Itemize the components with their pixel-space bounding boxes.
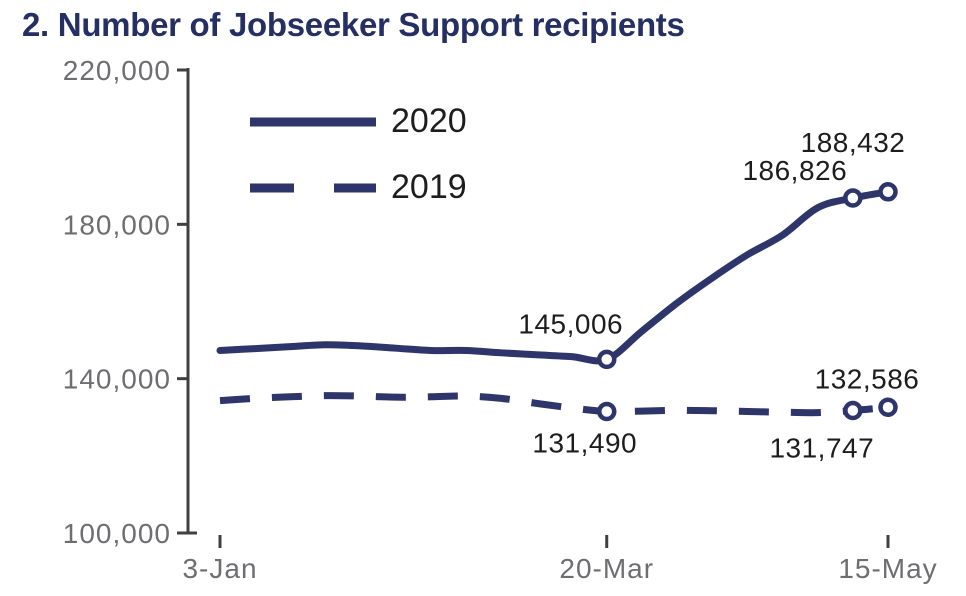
x-tick-label: 20-Mar — [559, 553, 654, 584]
legend-label-2020: 2020 — [391, 102, 467, 140]
data-label: 131,747 — [769, 433, 874, 464]
x-tick-label: 15-May — [838, 553, 937, 584]
data-point-marker-2019-15-May — [878, 397, 898, 418]
data-point-marker-2019-8-May — [843, 400, 863, 421]
chart-title: 2. Number of Jobseeker Support recipient… — [22, 6, 685, 43]
data-label: 188,432 — [801, 127, 906, 158]
data-label: 186,826 — [742, 155, 847, 186]
data-point-marker-2019-20-Mar — [596, 401, 617, 422]
y-tick-label: 140,000 — [63, 364, 171, 395]
data-label: 131,490 — [532, 428, 637, 459]
legend-label-2019: 2019 — [391, 168, 467, 206]
series-line-2019 — [219, 392, 889, 417]
data-point-marker-2020-15-May — [878, 182, 898, 202]
dashed-line-swatch-icon — [250, 183, 376, 192]
legend-item-2019: 2019 — [248, 167, 467, 208]
y-tick-label: 180,000 — [63, 209, 171, 240]
y-tick-label: 220,000 — [63, 55, 171, 86]
legend-item-2020: 2020 — [248, 101, 467, 142]
data-point-marker-2020-20-Mar — [596, 349, 617, 370]
data-label: 132,586 — [815, 363, 920, 394]
data-label: 145,006 — [518, 308, 623, 339]
y-axis-line — [186, 68, 197, 535]
solid-line-swatch-icon — [250, 117, 376, 126]
x-tick-label: 3-Jan — [182, 553, 257, 584]
chart-legend: 2020 2019 — [248, 101, 467, 208]
data-point-marker-2020-8-May — [843, 188, 863, 208]
y-tick-label: 100,000 — [63, 518, 171, 549]
series-line-2020 — [216, 188, 892, 365]
